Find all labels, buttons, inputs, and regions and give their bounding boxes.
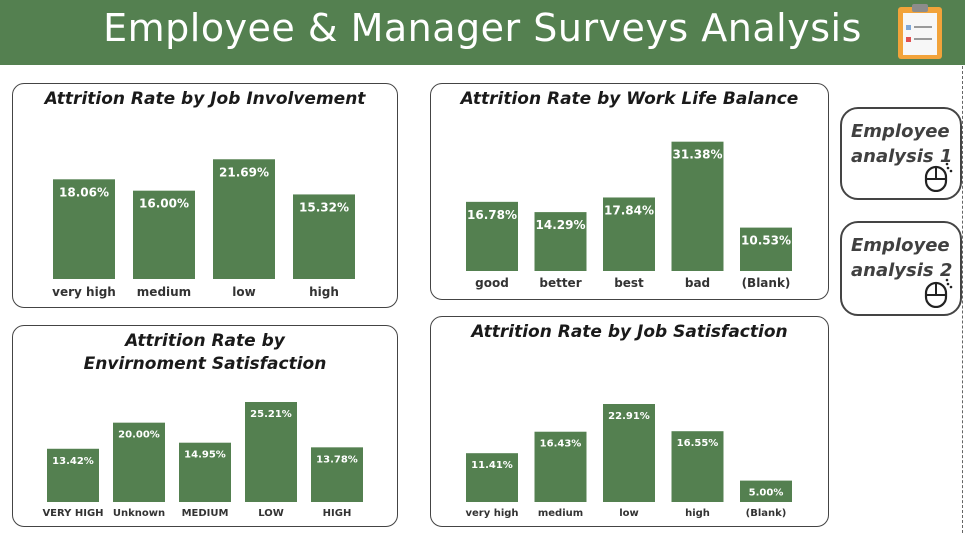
nav-button-label: Employee analysis 2 — [851, 235, 953, 281]
bar — [293, 194, 355, 279]
data-label: 25.21% — [250, 409, 292, 420]
bar-chart-svg: 11.41% very high 16.43% medium 22.91% low 16.5… — [465, 404, 792, 519]
bar-chart-svg: 16.78% good 14.29% better 17.84% best 31.38% ba… — [466, 141, 792, 290]
data-label: 16.43% — [540, 439, 582, 450]
bar-chart-svg: 13.42% VERY HIGH 20.00% Unknown 14.95% MEDIUM… — [42, 402, 363, 519]
clipboard-icon — [898, 4, 942, 59]
mouse-icon — [924, 278, 953, 308]
chart-job-involvement: Attrition Rate by Job Involvement 18.06%… — [12, 83, 398, 308]
page-title: Employee & Manager Surveys Analysis — [103, 6, 862, 50]
category-label: LOW — [258, 508, 284, 519]
category-label: HIGH — [323, 508, 352, 519]
bar — [53, 179, 115, 279]
bar — [740, 480, 792, 502]
header-bar: Employee & Manager Surveys Analysis — [0, 0, 965, 65]
mouse-icon — [924, 162, 953, 192]
category-label: very high — [52, 285, 116, 299]
category-label: VERY HIGH — [42, 508, 103, 519]
category-label: (Blank) — [746, 508, 787, 519]
bar — [466, 453, 518, 502]
category-label: high — [309, 285, 339, 299]
data-label: 15.32% — [299, 200, 349, 214]
bar — [311, 447, 363, 502]
chart-title: Attrition Rate by Job Involvement — [44, 89, 366, 109]
bar — [740, 227, 792, 271]
bar — [603, 404, 655, 502]
data-label: 10.53% — [741, 234, 791, 248]
data-label: 14.95% — [184, 450, 226, 461]
data-label: 17.84% — [604, 203, 654, 217]
employee-analysis-1-button[interactable]: Employee analysis 1 — [840, 107, 962, 200]
category-label: low — [619, 508, 639, 519]
bar — [47, 448, 99, 502]
data-label: 20.00% — [118, 430, 160, 441]
category-label: best — [614, 276, 644, 290]
data-label: 31.38% — [673, 148, 723, 162]
data-label: 16.78% — [467, 208, 517, 222]
page-edge-divider — [962, 66, 963, 533]
chart-job-satisfaction: Attrition Rate by Job Satisfaction 11.41… — [430, 316, 829, 527]
category-label: low — [232, 285, 255, 299]
bar — [603, 197, 655, 271]
data-label: 11.41% — [471, 460, 513, 471]
chart-environment-satisfaction: Attrition Rate by Envirnoment Satisfacti… — [12, 325, 398, 527]
bar-chart-svg: 18.06% very high 16.00% medium 21.69% low 15.3… — [52, 159, 355, 299]
data-label: 13.42% — [52, 456, 94, 467]
data-label: 21.69% — [219, 165, 269, 179]
chart-title: Attrition Rate by Job Satisfaction — [471, 322, 788, 342]
category-label: (Blank) — [742, 276, 791, 290]
data-label: 16.55% — [677, 438, 719, 449]
bar — [671, 141, 724, 271]
category-label: bad — [685, 276, 710, 290]
bar — [245, 402, 297, 502]
bar — [113, 422, 165, 502]
category-label: MEDIUM — [182, 508, 229, 519]
category-label: good — [475, 276, 509, 290]
bar — [133, 190, 195, 279]
bar — [534, 431, 587, 502]
data-label: 14.29% — [536, 218, 586, 232]
chart-work-life-balance: Attrition Rate by Work Life Balance 16.7… — [430, 83, 829, 300]
nav-button-label: Employee analysis 1 — [851, 121, 953, 167]
data-label: 13.78% — [316, 454, 358, 465]
data-label: 5.00% — [749, 488, 784, 499]
employee-analysis-2-button[interactable]: Employee analysis 2 — [840, 221, 962, 316]
data-label: 22.91% — [608, 411, 650, 422]
data-label: 16.00% — [139, 197, 189, 211]
data-label: 18.06% — [59, 185, 109, 199]
category-label: medium — [538, 508, 583, 519]
category-label: medium — [137, 285, 191, 299]
bar — [213, 159, 275, 279]
bar — [466, 201, 518, 271]
category-label: high — [685, 508, 710, 519]
category-label: Unknown — [113, 508, 165, 519]
chart-title: Attrition Rate by Work Life Balance — [460, 89, 799, 109]
chart-title: Attrition Rate by Envirnoment Satisfacti… — [83, 331, 327, 374]
category-label: very high — [465, 508, 518, 519]
bar — [179, 442, 231, 502]
bar — [534, 212, 587, 271]
category-label: better — [539, 276, 581, 290]
bar — [671, 431, 724, 502]
